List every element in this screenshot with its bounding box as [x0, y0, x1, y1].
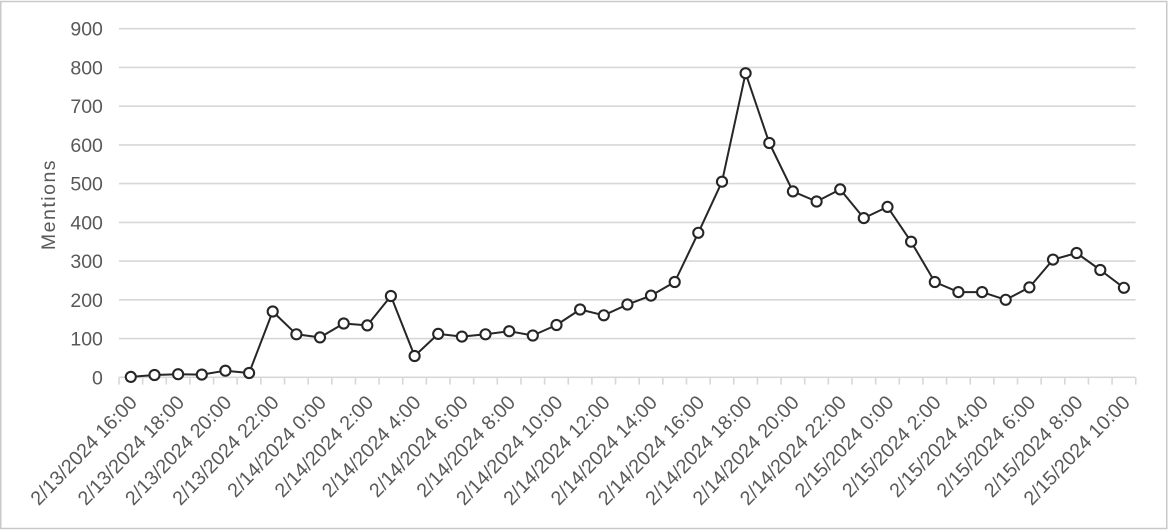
svg-text:400: 400 — [70, 212, 103, 234]
svg-text:200: 200 — [70, 290, 103, 312]
svg-text:100: 100 — [70, 329, 103, 351]
svg-text:Mentions: Mentions — [38, 159, 60, 250]
svg-text:300: 300 — [70, 251, 103, 273]
svg-text:900: 900 — [70, 19, 103, 41]
svg-text:0: 0 — [92, 367, 103, 389]
svg-text:500: 500 — [70, 174, 103, 196]
svg-text:600: 600 — [70, 135, 103, 157]
svg-text:700: 700 — [70, 96, 103, 118]
svg-text:800: 800 — [70, 57, 103, 79]
